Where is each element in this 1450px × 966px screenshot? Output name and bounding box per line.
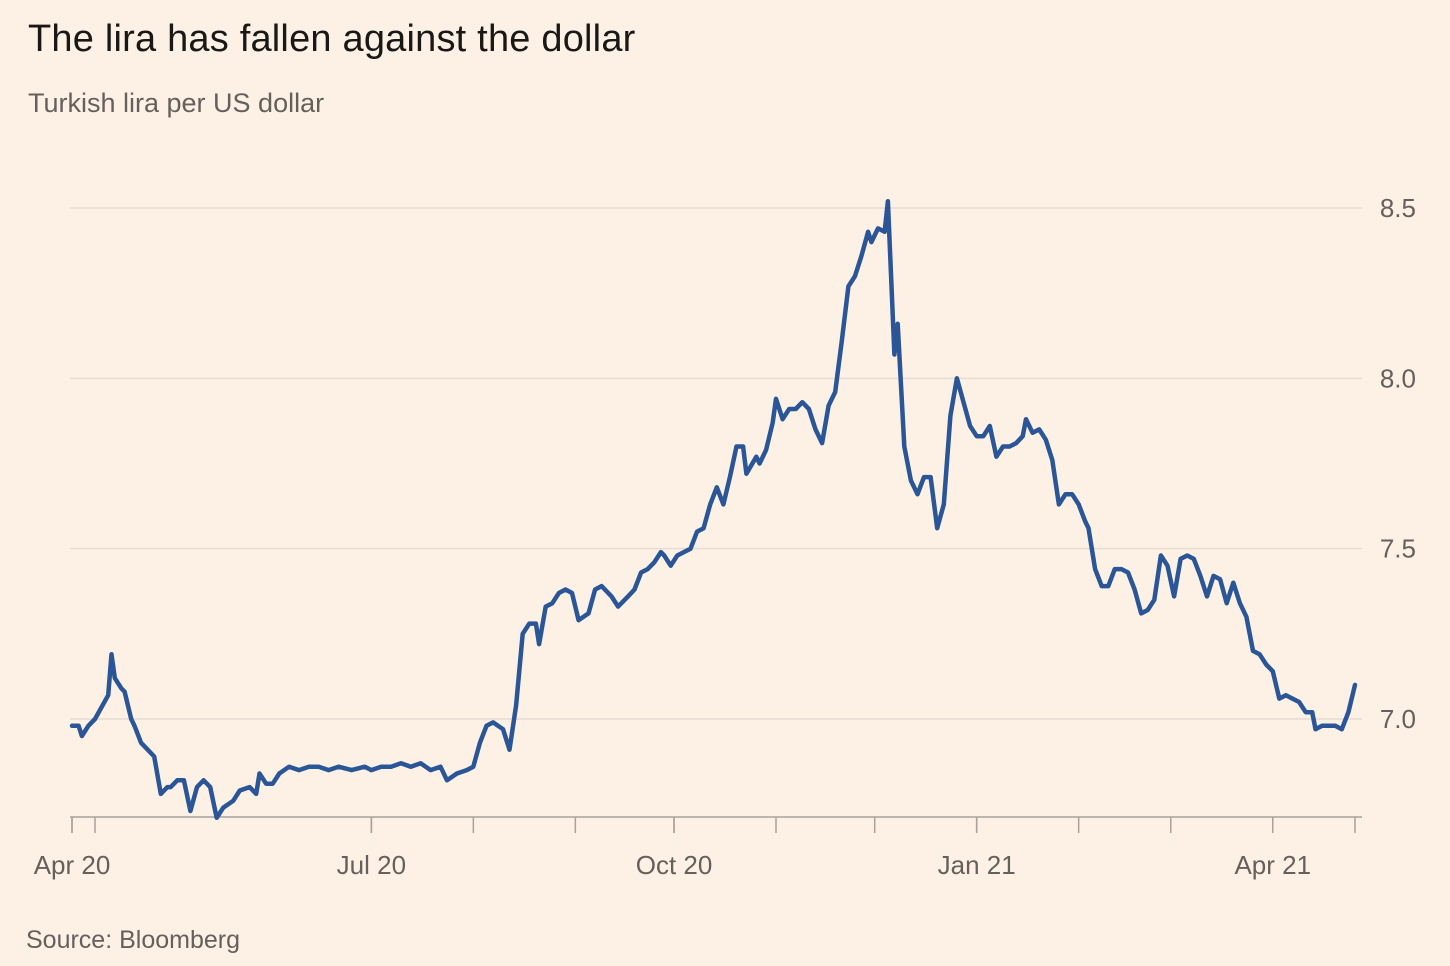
y-tick-label: 7.0 (1380, 704, 1416, 734)
x-tick-label: Apr 20 (34, 850, 111, 880)
series-line (69, 198, 1358, 821)
y-tick-label: 8.0 (1380, 363, 1416, 393)
x-tick-label: Jul 20 (337, 850, 406, 880)
chart-subtitle: Turkish lira per US dollar (28, 88, 325, 118)
x-tick-label: Jan 21 (938, 850, 1016, 880)
y-tick-label: 8.5 (1380, 193, 1416, 223)
y-tick-label: 7.5 (1380, 534, 1416, 564)
x-tick-label: Apr 21 (1234, 850, 1311, 880)
chart-title: The lira has fallen against the dollar (28, 18, 636, 60)
x-tick-label: Oct 20 (636, 850, 713, 880)
source-note: Source: Bloomberg (26, 926, 241, 954)
